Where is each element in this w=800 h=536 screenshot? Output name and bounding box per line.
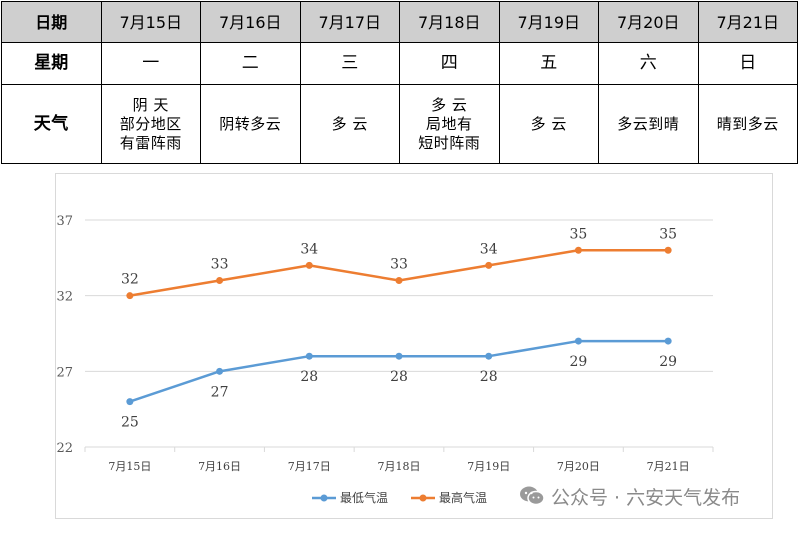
weather-header: 天气 [1, 84, 102, 164]
legend-label: 最低气温 [340, 490, 388, 505]
data-point [126, 398, 134, 406]
date-header: 日期 [1, 1, 102, 43]
weekday-header: 星期 [1, 42, 102, 85]
weekday-row: 星期 一 二 三 四 五 六 日 [1, 42, 798, 85]
data-point [485, 352, 493, 360]
weather-cell: 阴 天 部分地区 有雷阵雨 [100, 84, 201, 164]
x-tick-label: 7月20日 [557, 460, 600, 473]
x-tick-label: 7月18日 [378, 460, 421, 473]
weekday-cell: 一 [100, 42, 201, 85]
forecast-table: 日期 7月15日 7月16日 7月17日 7月18日 7月19日 7月20日 7… [1, 1, 798, 164]
legend-label: 最高气温 [439, 490, 487, 505]
data-point [395, 277, 403, 285]
legend-marker [320, 494, 328, 502]
data-point [305, 261, 313, 269]
weather-cell: 多云到晴 [598, 84, 699, 164]
temperature-chart-frame [55, 173, 773, 519]
date-cell: 7月21日 [697, 1, 798, 43]
data-label: 28 [390, 369, 408, 385]
data-label: 28 [300, 369, 318, 385]
wechat-icon [519, 485, 545, 507]
weather-cell: 阴转多云 [200, 84, 301, 164]
weather-cell: 多 云 [498, 84, 599, 164]
weekday-cell: 三 [299, 42, 400, 85]
data-point [664, 337, 672, 345]
y-tick-label: 22 [56, 441, 73, 456]
y-tick-label: 32 [56, 290, 73, 305]
x-tick-label: 7月16日 [198, 460, 241, 473]
watermark-text: 公众号 · 六安天气发布 [551, 486, 741, 509]
data-label: 34 [480, 241, 498, 257]
weather-cell: 多 云 局地有 短时阵雨 [399, 84, 500, 164]
weather-row: 天气 阴 天 部分地区 有雷阵雨 阴转多云 多 云 多 云 局地有 短时阵雨 多… [1, 84, 798, 164]
data-point [216, 367, 224, 375]
data-point [664, 246, 672, 254]
weekday-cell: 日 [697, 42, 798, 85]
x-tick-label: 7月21日 [647, 460, 690, 473]
data-point [216, 277, 224, 285]
data-label: 27 [211, 384, 229, 400]
weekday-cell: 二 [200, 42, 301, 85]
data-point [395, 352, 403, 360]
x-tick-label: 7月15日 [108, 460, 151, 473]
weather-cell: 晴到多云 [697, 84, 798, 164]
data-label: 32 [121, 272, 139, 288]
data-point [485, 261, 493, 269]
weekday-cell: 四 [399, 42, 500, 85]
data-label: 28 [480, 369, 498, 385]
data-point [574, 337, 582, 345]
x-tick-label: 7月19日 [467, 460, 510, 473]
data-label: 35 [570, 226, 588, 242]
date-cell: 7月19日 [498, 1, 599, 43]
data-label: 35 [659, 226, 677, 242]
data-label: 29 [570, 354, 588, 370]
y-tick-label: 27 [56, 365, 73, 380]
data-point [305, 352, 313, 360]
legend-marker [419, 494, 427, 502]
date-row: 日期 7月15日 7月16日 7月17日 7月18日 7月19日 7月20日 7… [1, 1, 798, 43]
data-label: 29 [659, 354, 677, 370]
data-label: 25 [121, 415, 139, 431]
data-point [574, 246, 582, 254]
date-cell: 7月18日 [399, 1, 500, 43]
y-tick-label: 37 [56, 214, 73, 229]
date-cell: 7月20日 [598, 1, 699, 43]
x-tick-label: 7月17日 [288, 460, 331, 473]
date-cell: 7月17日 [299, 1, 400, 43]
data-label: 33 [211, 257, 229, 273]
data-point [126, 292, 134, 300]
data-label: 33 [390, 257, 408, 273]
data-label: 34 [300, 241, 318, 257]
watermark: 公众号 · 六安天气发布 [519, 483, 740, 509]
